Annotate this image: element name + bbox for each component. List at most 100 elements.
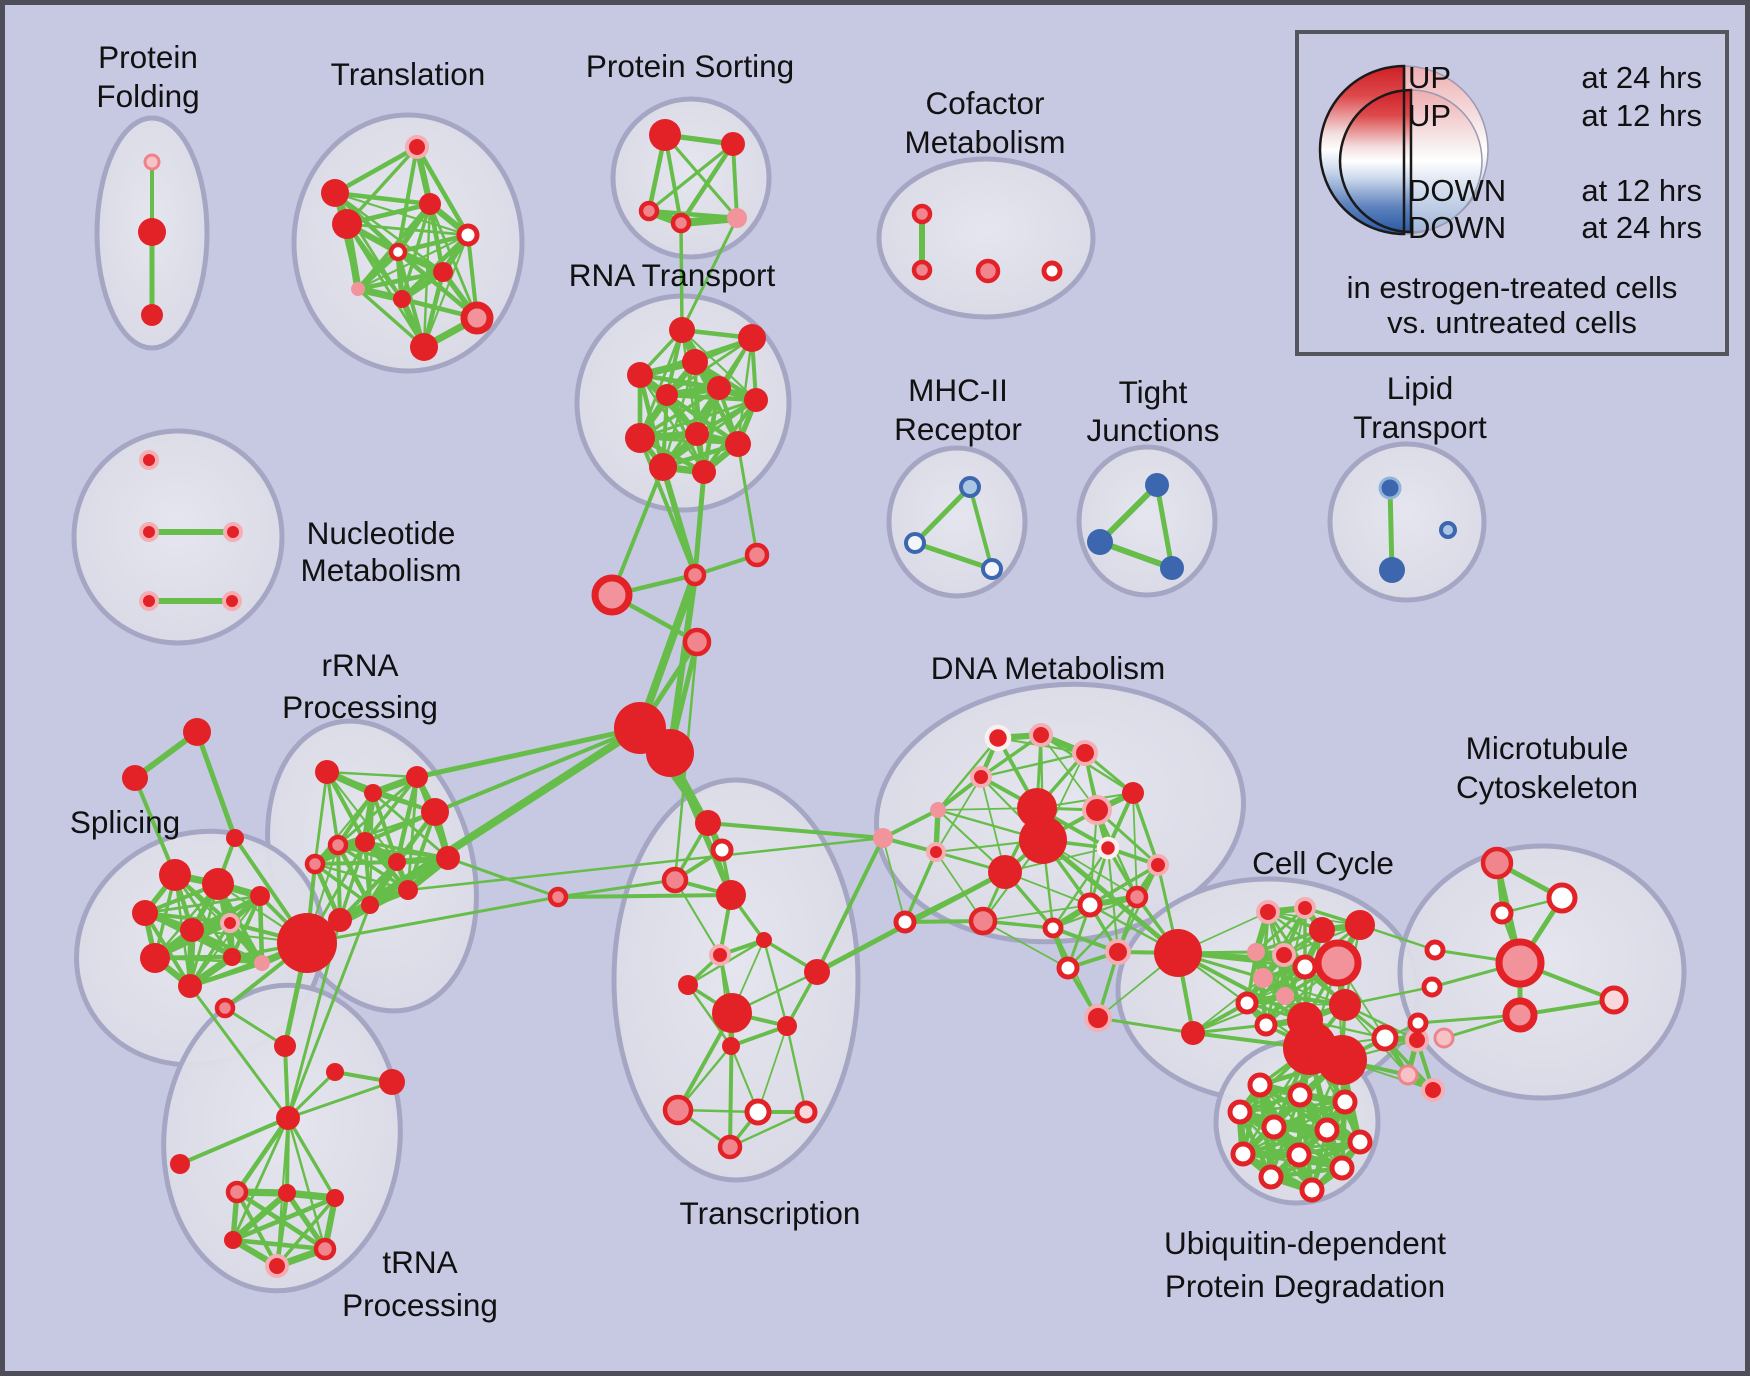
gene-node-ps4 bbox=[670, 212, 692, 234]
gene-node-r6 bbox=[355, 832, 375, 852]
edge-dn4-dn7 bbox=[935, 776, 982, 853]
gene-node-k2 bbox=[274, 1035, 296, 1057]
gene-node-sp7 bbox=[140, 943, 170, 973]
edge-lp1-lp3 bbox=[1387, 487, 1395, 571]
gene-node-r12 bbox=[328, 908, 352, 932]
edge-rt12-c2 bbox=[692, 471, 707, 576]
gene-node-u10 bbox=[1329, 1155, 1355, 1181]
gene-node-u9 bbox=[1286, 1142, 1312, 1168]
gene-node-x6 bbox=[709, 944, 731, 966]
cluster-nucleotide-metabolism bbox=[71, 428, 285, 646]
gene-node-tj2 bbox=[1087, 529, 1113, 555]
gene-node-cm4 bbox=[1041, 260, 1063, 282]
edge-ps2-ps5 bbox=[731, 143, 739, 219]
label-lipid-transport-line1: Lipid bbox=[1387, 370, 1454, 406]
gene-node-x10 bbox=[712, 993, 752, 1033]
edge-dn11-dn15 bbox=[1052, 847, 1109, 929]
gene-node-rt1 bbox=[669, 317, 695, 343]
gene-node-sp2 bbox=[202, 868, 234, 900]
edge-r1-r6 bbox=[325, 771, 367, 843]
gene-node-u8 bbox=[1230, 1141, 1256, 1167]
gene-node-cca bbox=[1256, 900, 1280, 924]
gene-node-m4 bbox=[1495, 938, 1545, 988]
gene-node-u12 bbox=[1299, 1177, 1325, 1203]
gene-node-r10 bbox=[398, 880, 418, 900]
label-mhc-ii-receptor-line2: Receptor bbox=[894, 411, 1022, 447]
edge-tj1-tj3 bbox=[1154, 484, 1175, 569]
edge-sp3-sp4 bbox=[144, 894, 261, 915]
gene-node-dn8 bbox=[1082, 795, 1112, 825]
gene-node-cck bbox=[1235, 991, 1259, 1015]
gene-node-x3 bbox=[661, 866, 689, 894]
gene-node-ccd bbox=[1345, 910, 1375, 940]
gene-node-r4 bbox=[327, 834, 349, 856]
gene-node-dn7 bbox=[926, 842, 946, 862]
gene-node-x13 bbox=[662, 1094, 694, 1126]
gene-node-s2 bbox=[122, 765, 148, 791]
legend-time-1: at 24 hrs bbox=[1581, 60, 1702, 95]
edge-c2-h1 bbox=[636, 573, 699, 730]
gene-node-ccx bbox=[1154, 929, 1202, 977]
legend-time-4: at 24 hrs bbox=[1581, 210, 1702, 245]
edge-dn9-dn12 bbox=[1131, 792, 1160, 866]
gene-node-u4 bbox=[1227, 1099, 1253, 1125]
edge-t5-t6 bbox=[397, 232, 469, 255]
legend-inner-circle-left-half bbox=[1338, 88, 1413, 234]
edge-p3-p4 bbox=[232, 1195, 336, 1243]
gene-node-dn12 bbox=[1147, 854, 1169, 876]
gene-node-x2 bbox=[710, 838, 734, 862]
legend-time-3: at 12 hrs bbox=[1581, 173, 1702, 208]
gene-node-n2 bbox=[139, 522, 159, 542]
gene-node-rt10 bbox=[725, 431, 751, 457]
gene-node-dn15 bbox=[1042, 917, 1064, 939]
edge-t2-t3 bbox=[334, 190, 431, 207]
gene-node-ccg bbox=[1292, 954, 1318, 980]
gene-node-c3 bbox=[744, 542, 770, 568]
gene-node-rt3 bbox=[682, 349, 708, 375]
gene-node-sp4 bbox=[132, 900, 158, 926]
gene-node-r8 bbox=[421, 798, 449, 826]
gene-node-k1 bbox=[214, 997, 236, 1019]
edge-r3-r10 bbox=[406, 776, 419, 891]
gene-node-sph bbox=[277, 913, 337, 973]
edge-rt10-c3 bbox=[736, 443, 759, 556]
gene-node-m6 bbox=[1421, 976, 1443, 998]
edge-dn5-d6 bbox=[882, 808, 939, 840]
gene-node-r7 bbox=[388, 853, 406, 871]
edge-sp4-sp6 bbox=[144, 911, 231, 925]
gene-node-pf3 bbox=[141, 304, 163, 326]
gene-node-x4 bbox=[716, 880, 746, 910]
gene-node-dn3 bbox=[1072, 740, 1098, 766]
edge-x10-x16 bbox=[728, 1012, 734, 1148]
gene-node-n3 bbox=[223, 522, 243, 542]
label-tight-junctions-line1: Tight bbox=[1119, 374, 1188, 410]
legend-inner-circle-right-half bbox=[1410, 89, 1483, 233]
gene-node-rt5 bbox=[707, 376, 731, 400]
gene-node-n4 bbox=[139, 591, 159, 611]
label-mhc-ii-receptor-line1: MHC-II bbox=[908, 372, 1008, 408]
edge-sp3-sp9 bbox=[189, 895, 261, 987]
gene-node-rt2 bbox=[738, 324, 766, 352]
edge-t8-t11 bbox=[356, 287, 426, 349]
edge-r1-r3 bbox=[326, 770, 418, 779]
gene-node-dn4 bbox=[970, 766, 992, 788]
cluster-mhc-ii-receptor bbox=[886, 445, 1028, 599]
edge-L-j bbox=[179, 1116, 289, 1166]
edge-dn2-dn4 bbox=[980, 733, 1042, 779]
edge-dn17-dn21 bbox=[982, 920, 1069, 969]
gene-node-t8 bbox=[351, 282, 365, 296]
gene-node-m7 bbox=[1502, 997, 1538, 1033]
gene-node-pf1 bbox=[143, 153, 161, 171]
edge-rt5-rt12 bbox=[701, 387, 722, 473]
edge-rt1-rt8 bbox=[638, 329, 684, 439]
gene-node-rt12 bbox=[692, 460, 716, 484]
gene-node-p3 bbox=[326, 1189, 344, 1207]
cluster-trna-processing bbox=[161, 982, 403, 1294]
gene-node-cci bbox=[1253, 968, 1273, 988]
edge-dn7-dn20 bbox=[903, 851, 938, 923]
gene-node-p5 bbox=[313, 1237, 337, 1261]
gene-node-x5 bbox=[547, 886, 569, 908]
gene-node-x8 bbox=[678, 975, 698, 995]
